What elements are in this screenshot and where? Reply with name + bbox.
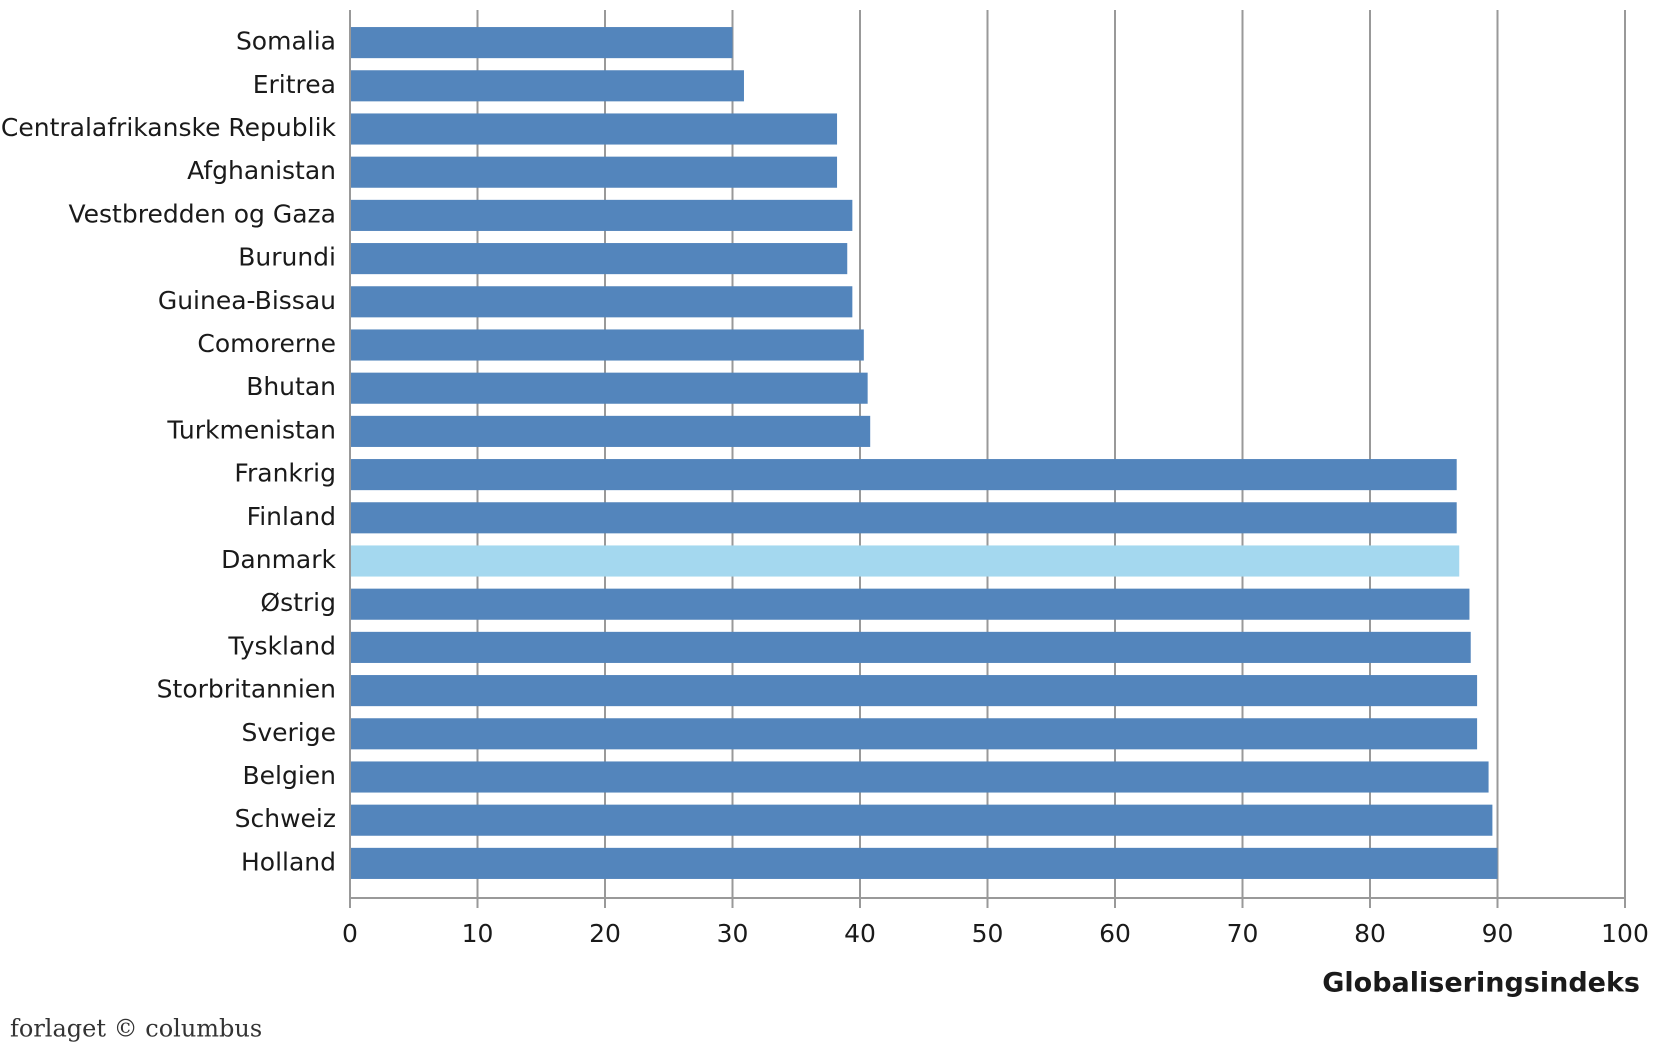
y-tick-label: Finland xyxy=(247,502,336,531)
bar xyxy=(350,502,1457,534)
y-tick-label: Turkmenistan xyxy=(166,415,336,444)
bar xyxy=(350,286,853,318)
bar xyxy=(350,761,1489,793)
y-tick-label: Afghanistan xyxy=(187,156,336,185)
y-tick-label: Guinea-Bissau xyxy=(158,286,336,315)
bar xyxy=(350,631,1471,663)
x-axis-label: Globaliseringsindeks xyxy=(1322,968,1640,999)
x-tick-label: 80 xyxy=(1354,919,1386,948)
x-tick-label: 0 xyxy=(342,919,358,948)
bar xyxy=(350,372,868,404)
y-tick-label: Eritrea xyxy=(253,70,336,99)
footer: forlaget © columbus xyxy=(10,1015,262,1043)
x-tick-label: 20 xyxy=(589,919,621,948)
bar xyxy=(350,243,848,275)
x-tick-label: 100 xyxy=(1601,919,1649,948)
x-tick-label: 30 xyxy=(717,919,749,948)
bar xyxy=(350,199,853,231)
x-tick-label: 70 xyxy=(1227,919,1259,948)
y-tick-label: Sverige xyxy=(241,718,336,747)
y-tick-label: Belgien xyxy=(242,761,336,790)
y-tick-label: Østrig xyxy=(260,588,336,617)
x-tick-label: 40 xyxy=(844,919,876,948)
y-tick-label: Danmark xyxy=(221,545,336,574)
bar xyxy=(350,27,733,59)
bar xyxy=(350,718,1478,750)
bar xyxy=(350,847,1498,879)
bar xyxy=(350,588,1470,620)
bar xyxy=(350,70,744,102)
y-tick-label: Tyskland xyxy=(227,631,336,660)
y-tick-label: Vestbredden og Gaza xyxy=(68,199,336,228)
bar xyxy=(350,545,1460,577)
bar xyxy=(350,675,1478,707)
y-tick-label: Centralafrikanske Republik xyxy=(1,113,337,142)
y-tick-label: Burundi xyxy=(238,243,336,272)
y-tick-label: Frankrig xyxy=(234,459,336,488)
bar xyxy=(350,459,1457,491)
x-tick-label: 50 xyxy=(972,919,1004,948)
bar xyxy=(350,415,871,447)
x-tick-label: 60 xyxy=(1099,919,1131,948)
y-tick-label: Storbritannien xyxy=(157,675,336,704)
y-tick-label: Holland xyxy=(241,847,336,876)
y-tick-label: Comorerne xyxy=(197,329,336,358)
y-tick-label: Bhutan xyxy=(246,372,336,401)
bar xyxy=(350,156,838,188)
bar xyxy=(350,329,864,361)
y-tick-label: Somalia xyxy=(236,27,336,56)
bar xyxy=(350,804,1493,836)
y-tick-label: Schweiz xyxy=(235,804,336,833)
x-tick-label: 10 xyxy=(462,919,494,948)
x-tick-label: 90 xyxy=(1482,919,1514,948)
bar xyxy=(350,113,838,145)
